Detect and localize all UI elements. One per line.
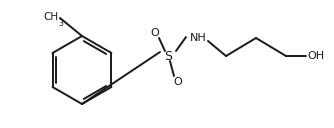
Text: S: S [164, 50, 172, 62]
Text: 3: 3 [58, 19, 63, 28]
Text: NH: NH [190, 33, 206, 43]
Text: O: O [151, 28, 159, 38]
Text: O: O [174, 77, 182, 87]
Text: CH: CH [43, 12, 58, 22]
Text: OH: OH [307, 51, 325, 61]
